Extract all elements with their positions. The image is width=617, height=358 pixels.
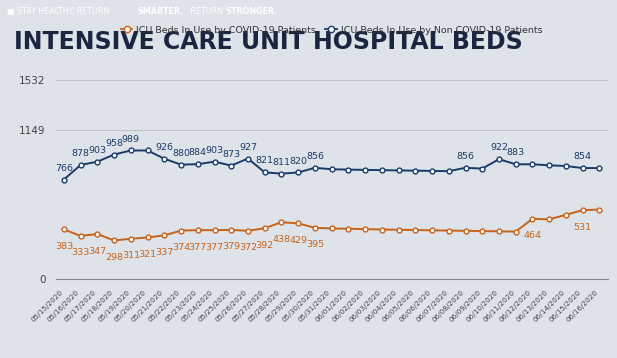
Text: 854: 854 [574, 152, 592, 161]
Text: 873: 873 [222, 150, 240, 159]
Text: 878: 878 [72, 149, 89, 158]
Text: 989: 989 [122, 135, 140, 144]
Text: 333: 333 [72, 248, 90, 257]
Text: 922: 922 [490, 143, 508, 152]
Text: 766: 766 [55, 164, 73, 173]
Text: 903: 903 [88, 146, 106, 155]
Text: 374: 374 [172, 243, 190, 252]
Text: 927: 927 [239, 142, 257, 152]
Text: ■ STAY HEALTHY. RETURN: ■ STAY HEALTHY. RETURN [7, 7, 112, 16]
Text: 880: 880 [172, 149, 190, 158]
Text: 926: 926 [155, 143, 173, 152]
Text: 321: 321 [138, 250, 157, 259]
Text: 903: 903 [205, 146, 223, 155]
Text: 337: 337 [155, 248, 173, 257]
Text: 821: 821 [255, 156, 274, 165]
Text: 820: 820 [289, 156, 307, 165]
Text: 438: 438 [272, 235, 291, 244]
Text: SMARTER.: SMARTER. [137, 7, 183, 16]
Text: 298: 298 [105, 253, 123, 262]
Text: 372: 372 [239, 243, 257, 252]
Text: 395: 395 [306, 240, 324, 249]
Legend: ICU Beds In Use by COVID-19 Patients, ICU Beds In Use by Non COVID-19 Patients: ICU Beds In Use by COVID-19 Patients, IC… [117, 22, 546, 38]
Text: 377: 377 [205, 243, 223, 252]
Text: 958: 958 [105, 139, 123, 147]
Text: 392: 392 [255, 241, 274, 250]
Text: INTENSIVE CARE UNIT HOSPITAL BEDS: INTENSIVE CARE UNIT HOSPITAL BEDS [14, 30, 523, 54]
Text: 347: 347 [88, 247, 106, 256]
Text: 531: 531 [574, 223, 592, 232]
Text: 429: 429 [289, 236, 307, 245]
Text: 464: 464 [523, 231, 542, 240]
Text: 811: 811 [273, 158, 291, 167]
Text: 311: 311 [122, 251, 140, 260]
Text: RETURN: RETURN [188, 7, 226, 16]
Text: 883: 883 [507, 148, 525, 158]
Text: STRONGER.: STRONGER. [225, 7, 278, 16]
Text: 377: 377 [189, 243, 207, 252]
Text: 383: 383 [55, 242, 73, 251]
Text: 856: 856 [306, 152, 324, 161]
Text: 884: 884 [189, 148, 207, 157]
Text: 379: 379 [222, 242, 240, 251]
Text: 856: 856 [457, 152, 474, 161]
